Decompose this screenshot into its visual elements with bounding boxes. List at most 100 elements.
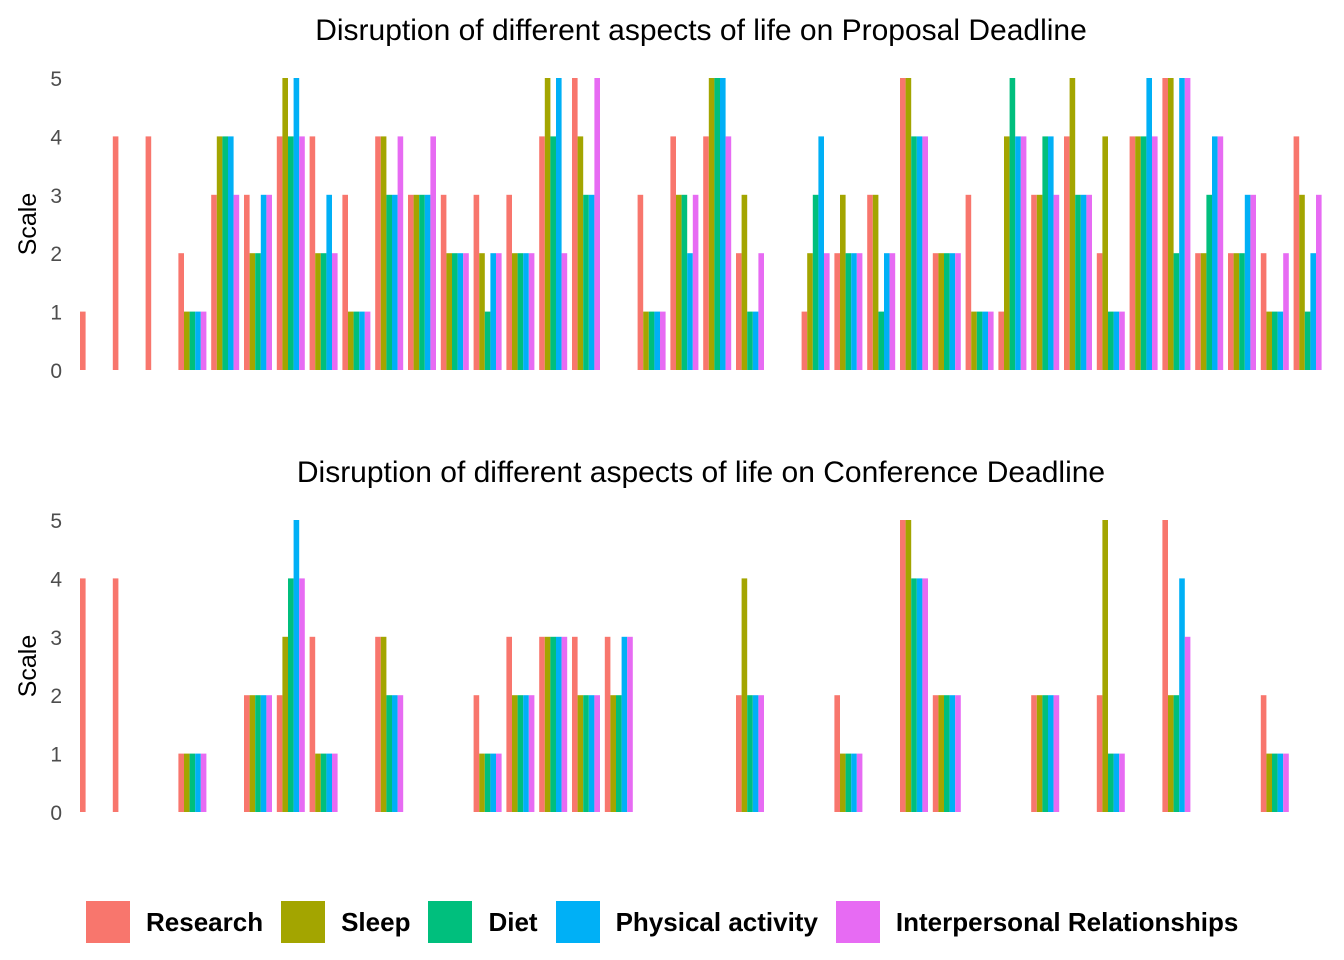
bar-diet [288,136,294,370]
bar-interpersonal-relationships [266,695,272,812]
bar-interpersonal-relationships [1020,136,1027,370]
bar-sleep [577,695,584,812]
bar-research [506,636,512,812]
bar-sleep [741,578,748,812]
bar-interpersonal-relationships [200,311,207,370]
bar-physical-activity [293,520,300,812]
bar-diet [845,253,852,370]
proposal-deadline-chart: Disruption of different aspects of life … [14,14,1322,383]
bar-physical-activity [293,78,300,370]
bar-interpersonal-relationships [332,753,338,812]
bar-physical-activity [523,253,529,370]
bar-interpersonal-relationships [824,253,830,370]
bar-research [1129,136,1136,370]
y-axis-ticks: 0 1 2 3 4 5 [50,510,62,825]
y-axis-label: Scale [14,635,42,698]
bar-physical-activity [490,253,496,370]
conference-deadline-chart: Disruption of different aspects of life … [14,456,1289,825]
bar-diet [878,311,884,370]
bar-sleep [807,253,813,370]
bar-sleep [479,753,485,812]
bar-sleep [610,695,616,812]
bar-research [473,695,480,812]
bar-physical-activity [556,636,562,812]
y-tick-label: 1 [50,744,62,767]
bar-research [1260,695,1267,812]
bar-research [342,194,348,370]
bar-physical-activity [1048,695,1054,812]
bar-physical-activity [1015,136,1021,370]
bar-research [900,78,906,370]
bar-interpersonal-relationships [528,253,535,370]
bar-interpersonal-relationships [1119,753,1125,812]
bar-diet [1108,753,1114,812]
bar-sleep [1102,520,1108,812]
bar-interpersonal-relationships [266,194,272,370]
legend: Research Sleep Diet Physical activity In… [86,900,1256,944]
bar-physical-activity [916,136,923,370]
bar-physical-activity [1310,253,1316,370]
bar-interpersonal-relationships [922,136,928,370]
bar-sleep [1135,136,1141,370]
bar-interpersonal-relationships [1119,311,1125,370]
bar-physical-activity [1244,194,1251,370]
bar-sleep [544,636,551,812]
legend-item-diet: Diet [428,901,538,943]
bar-physical-activity [1179,78,1185,370]
bar-physical-activity [490,753,496,812]
bar-physical-activity [916,578,923,812]
y-tick-label: 5 [50,68,62,91]
bar-interpersonal-relationships [1316,194,1322,370]
bar-diet [1173,253,1180,370]
bar-interpersonal-relationships [364,311,371,370]
bar-physical-activity [818,136,824,370]
y-tick-label: 2 [50,685,62,708]
bar-interpersonal-relationships [299,136,305,370]
bar-interpersonal-relationships [528,695,535,812]
bar-diet [288,578,294,812]
bar-research [80,578,86,812]
bar-sleep [741,194,748,370]
bar-sleep [905,520,912,812]
bar-sleep [708,78,715,370]
bar-diet [1009,78,1016,370]
bar-sleep [544,78,551,370]
bar-sleep [446,253,452,370]
bar-research [572,636,578,812]
bar-sleep [971,311,977,370]
bar-interpersonal-relationships [561,636,568,812]
bar-diet [976,311,983,370]
bar-research [900,520,906,812]
bar-physical-activity [752,311,759,370]
bar-diet [386,194,392,370]
bar-research [834,695,840,812]
bar-research [112,136,119,370]
bar-physical-activity [949,253,956,370]
bar-research [670,136,676,370]
bar-research [736,253,742,370]
bar-research [539,136,545,370]
bar-sleep [216,136,223,370]
bar-diet [517,253,524,370]
bar-physical-activity [195,311,201,370]
bar-interpersonal-relationships [200,753,207,812]
bar-physical-activity [752,695,759,812]
bar-physical-activity [884,253,890,370]
bar-sleep [840,194,846,370]
legend-label: Interpersonal Relationships [895,906,1239,937]
bar-physical-activity [1277,753,1284,812]
bar-sleep [1069,78,1076,370]
bar-physical-activity [1113,753,1120,812]
legend-swatch [281,901,326,943]
bar-physical-activity [1179,578,1185,812]
bar-diet [911,136,917,370]
bar-research [834,253,840,370]
bar-research [473,194,480,370]
bar-physical-activity [949,695,956,812]
bar-sleep [938,695,944,812]
bar-physical-activity [588,194,595,370]
bar-interpersonal-relationships [332,253,338,370]
bar-research [1162,78,1168,370]
legend-swatch [86,901,130,943]
y-tick-label: 4 [50,126,62,149]
